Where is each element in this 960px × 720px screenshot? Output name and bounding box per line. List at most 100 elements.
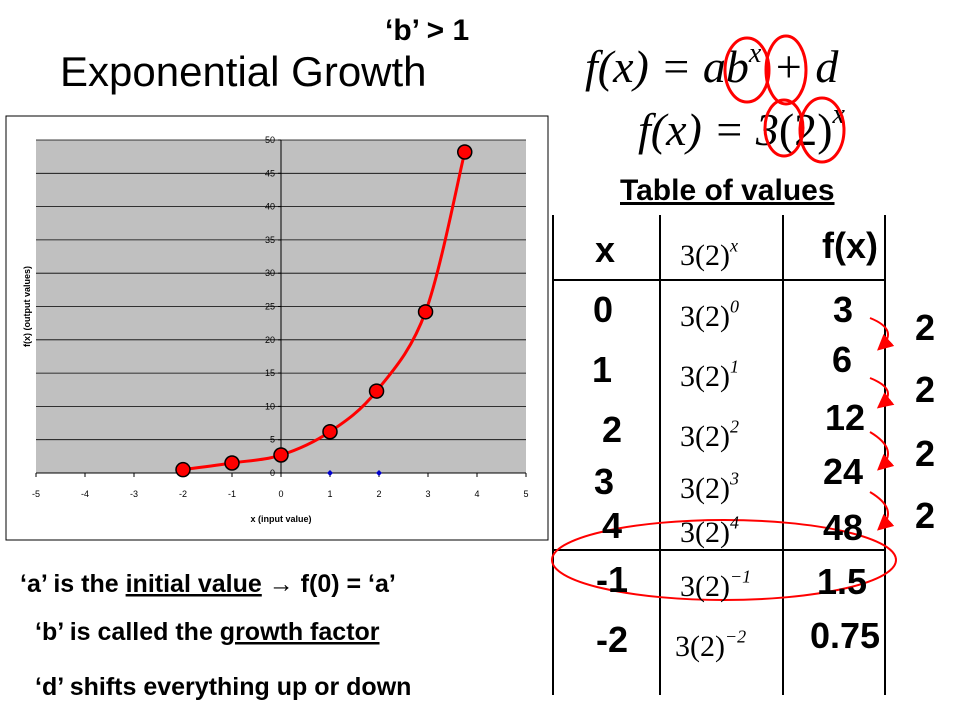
formula-base: 3(2) (680, 516, 730, 549)
y-tick-label: 30 (265, 268, 275, 278)
y-tick-label: 10 (265, 401, 275, 411)
x-cell: -1 (596, 559, 628, 600)
table: x 3(2)x f(x)0 3(2)0 31 3(2)1 62 3(2)2 123 3(2)3 24… (592, 225, 935, 663)
fx-cell: 1.5 (817, 561, 867, 602)
formula: 3(2)−1 (680, 567, 751, 604)
note-text: ‘b’ is called the (35, 618, 220, 646)
circle-a (723, 36, 771, 104)
negative-circle (551, 519, 897, 601)
formula: 3(2)2 (680, 417, 739, 454)
formula-base: 3(2) (680, 360, 730, 393)
formula-exp: 0 (730, 297, 739, 317)
y-tick-label: 20 (265, 335, 275, 345)
general-formula: f(x) = abx + d (585, 38, 839, 92)
formula-base: 3(2) (680, 239, 730, 272)
x-tick-label: -1 (228, 489, 236, 499)
y-tick-label: 5 (270, 435, 275, 445)
point (175, 461, 191, 478)
formula-exp: 3 (729, 469, 739, 489)
point (322, 423, 338, 440)
note-underlined: growth factor (220, 618, 380, 646)
fx-cell: 6 (832, 339, 852, 380)
x-cell: 1 (592, 349, 612, 390)
circle-3 (763, 98, 805, 158)
note-text: ‘a’ is the (20, 570, 126, 598)
formula-exp: 4 (730, 513, 739, 533)
y-tick-label: 45 (265, 168, 275, 178)
note: ‘d’ shifts everything up or down (35, 673, 411, 701)
formula: 3(2)3 (680, 469, 739, 506)
x-tick-label: -4 (81, 489, 89, 499)
fx-cell: 3 (833, 289, 853, 330)
x-tick-label: 0 (278, 489, 283, 499)
header-fx: f(x) (822, 225, 878, 266)
x-tick-label: 4 (474, 489, 479, 499)
point (368, 383, 385, 399)
x-cell: -2 (596, 619, 628, 660)
formula: 3(2)−2 (675, 627, 746, 664)
note-text: ‘d’ shifts everything up or down (35, 673, 411, 701)
x-cell: 2 (602, 409, 622, 450)
point (457, 144, 473, 160)
ratio-arrows (869, 317, 895, 531)
formula-exp: −1 (730, 567, 751, 587)
formula: 3(2)0 (680, 297, 739, 334)
formula-base: 3(2) (675, 630, 725, 663)
fx-cell: 24 (823, 451, 863, 492)
y-tick-label: 25 (265, 302, 275, 312)
point (327, 470, 333, 476)
note-underlined: initial value (126, 570, 262, 598)
y-tick-label: 40 (265, 202, 275, 212)
point (224, 455, 240, 471)
condition: ‘b’ > 1 (385, 14, 469, 47)
y-tick-label: 50 (265, 135, 275, 145)
x-cell: 4 (602, 505, 622, 546)
point (417, 304, 434, 320)
x-tick-label: 2 (376, 489, 381, 499)
fx-cell: 0.75 (810, 615, 880, 656)
ratio: 2 (915, 369, 935, 410)
formula-exp: 2 (730, 417, 739, 437)
formula-base: 3(2) (680, 472, 730, 505)
point (273, 447, 289, 463)
x-cell: 3 (594, 461, 614, 502)
ratio: 2 (915, 307, 935, 348)
specific-formula: f(x) = 3(2)x (638, 99, 846, 155)
x-axis-label: x (input value) (250, 514, 311, 524)
point (376, 470, 382, 476)
ratio: 2 (915, 495, 935, 536)
x-tick-label: 1 (327, 489, 332, 499)
note: ‘a’ is the initial value → f(0) = ‘a’ (20, 570, 396, 598)
formula-exp: 1 (730, 357, 739, 377)
x-tick-label: -3 (130, 489, 138, 499)
table-lines (552, 215, 886, 695)
x-tick-label: -2 (179, 489, 187, 499)
header-x: x (595, 229, 615, 270)
y-axis-label: f(x) (output values) (22, 266, 32, 347)
title: Exponential Growth (60, 48, 427, 95)
ratio: 2 (915, 433, 935, 474)
note-text: → f(0) = ‘a’ (262, 570, 396, 598)
table-title: Table of values (620, 174, 835, 207)
formula-base: 3(2) (680, 570, 730, 603)
fx-cell: 48 (823, 507, 863, 548)
x-tick-label: -5 (32, 489, 40, 499)
y-tick-label: 35 (265, 235, 275, 245)
formula-base: 3(2) (680, 420, 730, 453)
formula-exp: −2 (725, 627, 746, 647)
formula: 3(2)x (680, 236, 738, 273)
x-tick-label: 5 (523, 489, 528, 499)
circle-2 (798, 96, 846, 164)
y-tick-label: 15 (265, 368, 275, 378)
x-cell: 0 (593, 289, 613, 330)
formula-base: 3(2) (680, 300, 730, 333)
notes: ‘a’ is the initial value → f(0) = ‘a’ ‘b’… (20, 570, 411, 701)
fx-cell: 12 (825, 397, 865, 438)
note: ‘b’ is called the growth factor (35, 618, 380, 646)
x-tick-label: 3 (425, 489, 430, 499)
formula-exp: x (729, 236, 738, 256)
formula: 3(2)4 (680, 513, 739, 550)
formula: 3(2)1 (680, 357, 739, 394)
